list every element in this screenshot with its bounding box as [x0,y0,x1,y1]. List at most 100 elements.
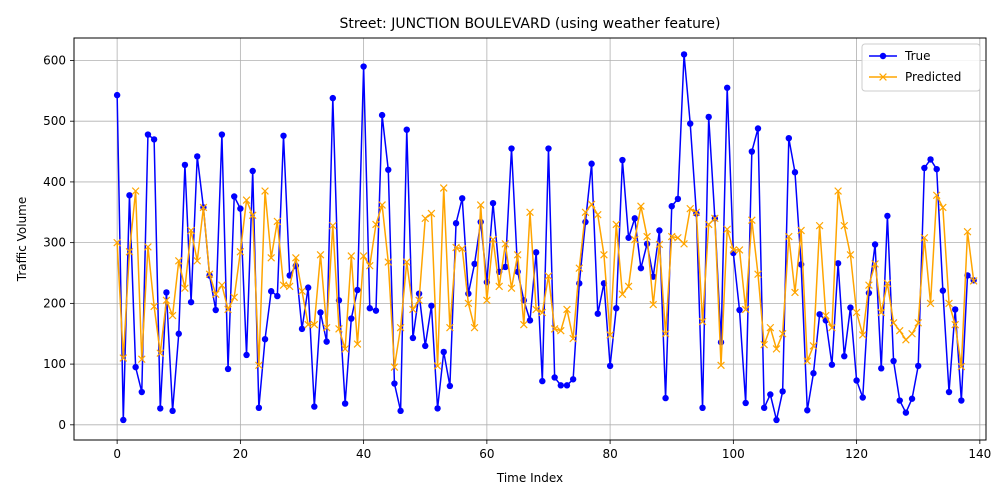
x-axis-label: Time Index [496,471,563,485]
data-point-predicted [963,227,972,236]
data-point-true [378,111,386,119]
data-point-predicted [649,300,658,309]
data-point-true [927,156,934,163]
data-point-predicted [674,233,682,242]
x-tick-label: 100 [722,447,745,461]
data-point-predicted [341,345,349,353]
data-point-predicted [476,201,485,209]
data-point-true [255,404,263,412]
data-point-predicted [655,240,664,249]
data-point-predicted [704,220,713,229]
data-point-true [175,330,182,337]
data-point-predicted [248,211,257,220]
x-tick-label: 60 [479,447,494,461]
data-point-predicted [507,284,516,293]
data-point-predicted [156,349,165,357]
legend-label: Predicted [905,70,961,84]
data-point-predicted [347,252,356,260]
y-tick-label: 400 [43,175,66,189]
data-point-true [261,335,269,343]
data-point-predicted [304,320,312,329]
y-tick-label: 500 [43,114,66,128]
data-point-predicted [421,214,430,223]
data-point-true [508,145,515,152]
data-point-true [113,91,121,99]
legend-entry-predicted: Predicted [869,70,961,84]
data-point-predicted [483,296,491,305]
data-point-predicted [199,203,208,212]
data-point-true [249,167,256,175]
data-point-predicted [766,323,775,332]
y-tick-label: 200 [43,296,66,310]
data-point-predicted [544,272,553,280]
data-point-predicted [618,290,627,299]
data-point-true [742,399,749,407]
data-point-predicted [131,187,140,195]
legend-swatch-marker [879,73,887,81]
data-point-true [785,134,793,142]
data-point-true [921,164,928,172]
data-point-true [945,388,953,396]
data-point-predicted [821,311,830,320]
data-point-true [218,131,226,138]
data-point-predicted [600,250,608,259]
data-point-predicted [242,196,251,204]
data-point-predicted [372,220,380,229]
data-point-true [304,284,312,291]
data-point-predicted [556,326,565,335]
legend-entry-true: True [869,49,931,63]
x-tick-label: 120 [845,447,868,461]
data-point-true [662,394,669,402]
data-point-true [446,382,454,390]
data-point-true [144,131,152,138]
data-point-predicted [951,320,960,329]
data-point-predicted [267,254,276,262]
data-point-true [397,407,404,415]
data-point-predicted [538,308,547,317]
data-point-predicted [772,345,781,353]
data-point-predicted [390,363,399,371]
data-point-predicted [495,282,504,291]
data-point-true [372,307,380,314]
data-point-predicted [273,217,282,226]
y-tick-label: 0 [58,418,66,432]
data-point-true [298,325,306,333]
data-point-true [212,306,219,314]
data-point-predicted [784,232,793,241]
data-point-predicted [550,325,559,333]
data-point-true [391,380,398,387]
data-point-true [723,84,731,91]
data-point-predicted [834,187,842,195]
data-point-predicted [168,311,177,320]
data-point-true [563,382,571,389]
data-point-predicted [920,233,929,242]
data-point-true [687,120,694,127]
data-point-true [317,309,324,316]
data-point-true [859,394,866,401]
data-point-predicted [778,329,787,338]
data-point-true [915,362,922,370]
data-point-predicted [415,296,423,305]
data-point-predicted [162,296,171,305]
data-point-predicted [328,221,337,230]
data-point-predicted [945,299,953,308]
data-point-true [717,339,725,346]
data-point-true [748,148,756,155]
data-point-true [816,311,823,318]
data-point-true [532,249,540,256]
data-point-predicted [365,261,374,270]
data-point-predicted [815,221,824,230]
data-point-predicted [470,323,479,332]
data-point-predicted [858,331,867,339]
data-point-predicted [717,361,725,370]
data-point-predicted [193,257,202,265]
data-point-true [810,370,817,377]
data-point-predicted [452,243,460,252]
data-point-predicted [741,305,750,314]
data-point-predicted [587,200,596,209]
data-point-true [385,166,392,173]
data-point-true [267,288,275,295]
data-point-predicted [174,257,183,265]
data-point-true [841,352,848,360]
